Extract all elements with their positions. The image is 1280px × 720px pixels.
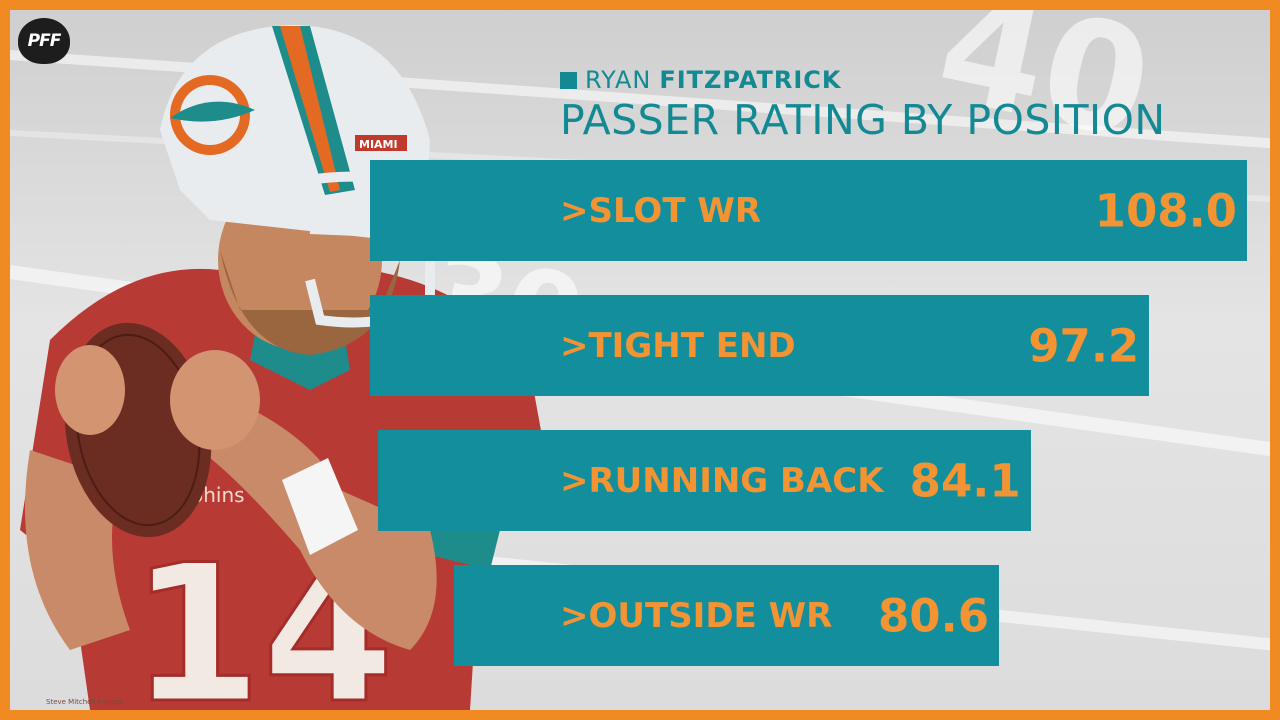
bar-value-label: 97.2 <box>1028 319 1140 372</box>
bar-label: >OUTSIDE WR <box>560 595 833 636</box>
bar-value-label: 80.6 <box>877 589 990 642</box>
bar-2: >TIGHT END 97.2 <box>370 295 1150 396</box>
bar-value-label: 108.0 <box>1094 184 1237 237</box>
bar-value-label: 84.1 <box>909 454 1021 507</box>
title-marker <box>560 71 577 89</box>
bar-chart: >SLOT WR 108.0 >TIGHT END 97.2 >RUNNING BACK… <box>10 10 1270 710</box>
player-last-name: FITZPATRICK <box>659 66 842 94</box>
bar-label: >SLOT WR <box>560 190 762 231</box>
chart-header: RYAN FITZPATRICK PASSER RATING BY POSITI… <box>560 66 1166 144</box>
player-name: RYAN FITZPATRICK <box>560 66 1166 94</box>
bar-label: >RUNNING BACK <box>560 460 884 501</box>
pff-logo: PFF <box>18 18 70 64</box>
bar-3: >RUNNING BACK 84.1 <box>378 430 1031 531</box>
bar-1: >SLOT WR 108.0 <box>370 160 1247 261</box>
bar-label: >TIGHT END <box>560 325 796 366</box>
graphic-frame: 40 30 PFF 14 lphins <box>10 10 1270 710</box>
helmet-text: MIAMI <box>359 138 398 151</box>
chart-title: PASSER RATING BY POSITION <box>560 96 1166 144</box>
bar-4: >OUTSIDE WR 80.6 <box>454 565 1000 666</box>
player-first-name: RYAN <box>585 66 652 94</box>
photo-credit: Steve Mitchell Images <box>46 698 124 706</box>
